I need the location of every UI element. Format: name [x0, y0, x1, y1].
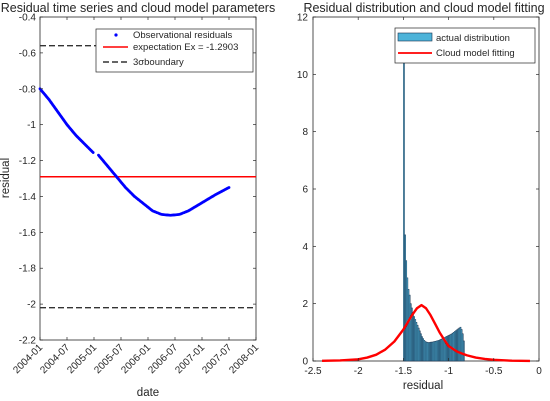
- right-x-tick-label: -2: [354, 366, 363, 377]
- residual-time-series-chart: Residual time series and cloud model par…: [0, 1, 275, 399]
- legend-label-expectation: expectation Ex = -1.2903: [133, 42, 238, 53]
- left-legend: Observational residuals expectation Ex =…: [95, 28, 254, 73]
- left-chart-title: Residual time series and cloud model par…: [1, 1, 275, 15]
- right-chart-title: Residual distribution and cloud model fi…: [303, 1, 544, 15]
- left-y-tick-label: -0.6: [19, 48, 37, 59]
- right-legend: actual distribution Cloud model fitting: [394, 27, 536, 64]
- left-y-tick-label: -2: [27, 300, 36, 311]
- right-y-tick-label: 0: [302, 357, 308, 368]
- left-y-tick-label: -1.2: [19, 156, 37, 167]
- legend-label-cloud-model: Cloud model fitting: [436, 48, 515, 59]
- right-y-tick-label: 2: [302, 299, 308, 310]
- right-y-tick-label: 8: [302, 127, 308, 138]
- right-x-tick-label: -1: [444, 366, 453, 377]
- right-y-tick-label: 4: [302, 242, 308, 253]
- residual-distribution-chart: Residual distribution and cloud model fi…: [297, 1, 545, 392]
- right-y-tick-label: 6: [302, 185, 308, 196]
- left-y-tick-label: -2.2: [19, 336, 37, 347]
- right-y-tick-label: 12: [297, 13, 309, 24]
- right-x-tick-label: -2.5: [304, 366, 322, 377]
- left-y-tick-label: -0.8: [19, 84, 37, 95]
- right-x-axis-label: residual: [403, 380, 443, 392]
- left-legend-box: [95, 28, 254, 73]
- residual-point: [91, 151, 95, 154]
- legend-label-actual-distribution: actual distribution: [436, 33, 510, 44]
- left-y-tick-label: -1: [27, 120, 36, 131]
- right-y-axis-ticks: 0 2 4 6 8 10 12: [297, 13, 539, 368]
- right-chart-marks: [322, 39, 530, 363]
- legend-label-observational: Observational residuals: [133, 30, 233, 41]
- right-x-tick-label: 0: [536, 366, 542, 377]
- legend-label-boundary: 3σboundary: [133, 57, 184, 68]
- residual-point: [227, 186, 231, 189]
- right-y-tick-label: 10: [297, 70, 309, 81]
- right-x-axis-ticks: -2.5 -2 -1.5 -1 -0.5 0: [304, 17, 542, 377]
- left-y-axis-ticks: -0.4 -0.6 -0.8 -1 -1.2 -1.4 -1.6 -1.8 -2 -2.2: [19, 13, 256, 347]
- left-y-tick-label: -1.6: [19, 228, 37, 239]
- histogram-bar: [463, 340, 465, 362]
- cloud-model-curve: [322, 303, 530, 363]
- right-x-tick-label: -0.5: [485, 366, 503, 377]
- right-x-tick-label: -1.5: [395, 366, 413, 377]
- left-y-tick-label: -1.4: [19, 192, 37, 203]
- legend-marker-observational: [114, 33, 118, 37]
- left-y-tick-label: -0.4: [19, 13, 37, 24]
- left-x-axis-label: date: [137, 387, 159, 399]
- right-plot-area: [312, 16, 540, 362]
- left-y-tick-label: -1.8: [19, 264, 37, 275]
- left-x-tick-label: 2008-01: [227, 342, 261, 376]
- legend-marker-actual-distribution: [397, 32, 433, 42]
- left-y-axis-label: residual: [0, 158, 12, 198]
